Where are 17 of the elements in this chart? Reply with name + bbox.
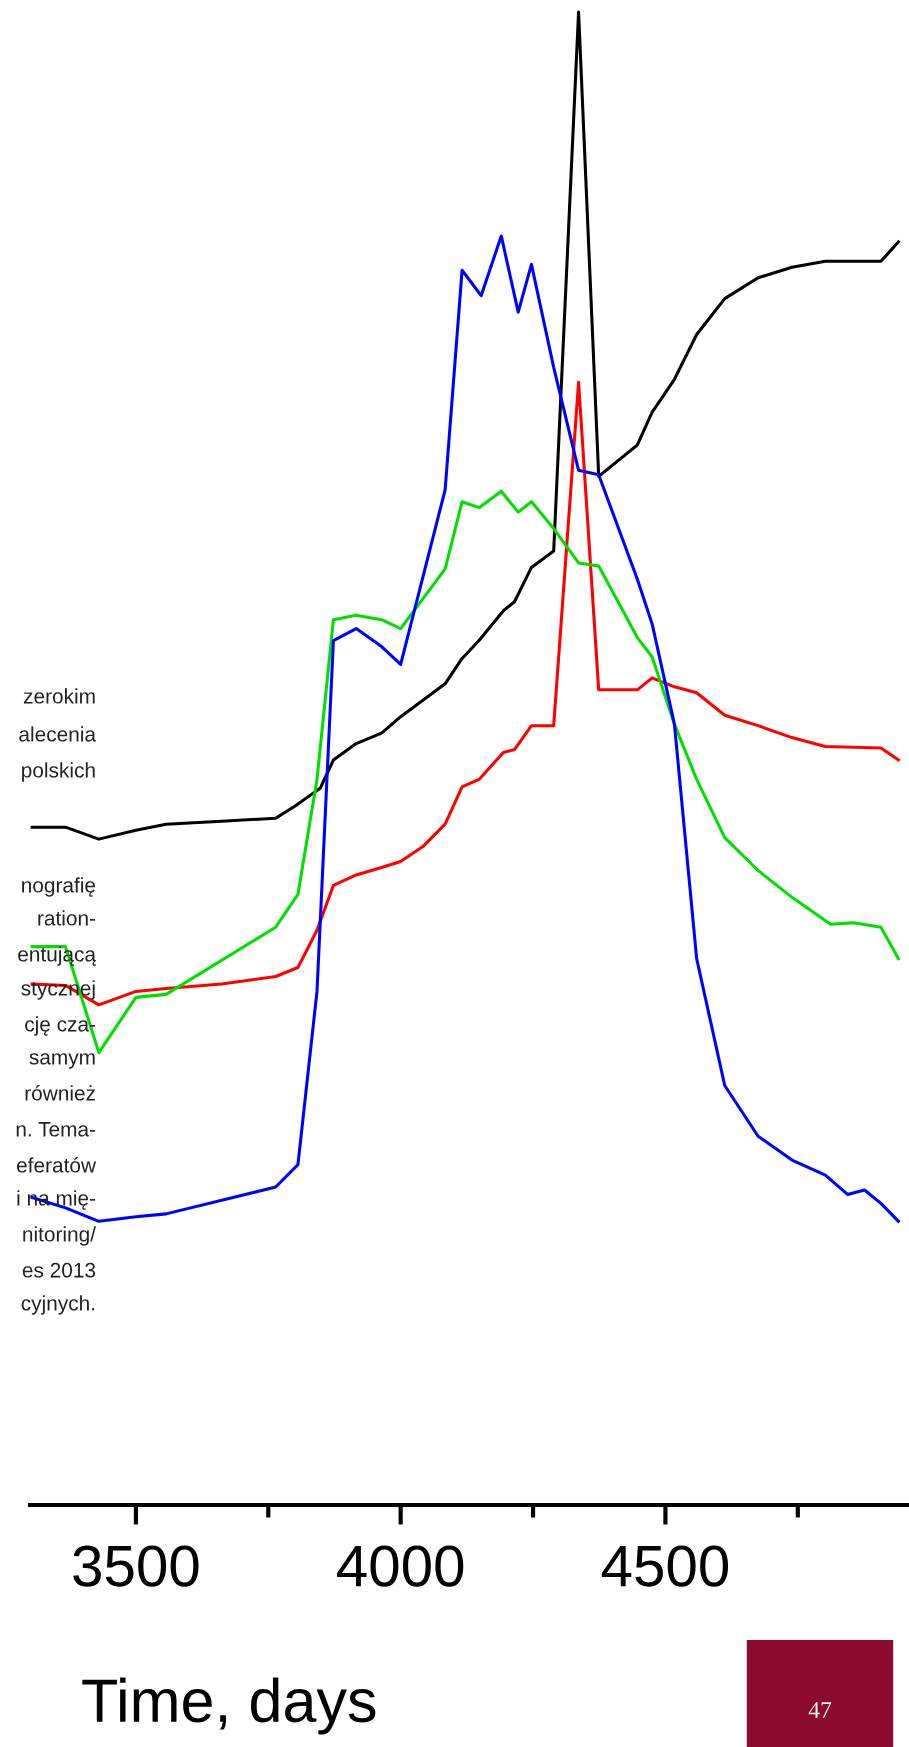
annotation: ration- <box>38 910 96 926</box>
x-tick-label: 4000 <box>337 1545 464 1587</box>
annotation: nografię <box>22 877 96 897</box>
text: 47 <box>808 1702 832 1718</box>
annotation: polskich <box>22 762 95 782</box>
x-tick-label: 3500 <box>73 1545 199 1587</box>
x-tick-label: 4500 <box>601 1545 729 1587</box>
annotation: eferatów <box>16 1157 97 1173</box>
annotation: es 2013 <box>22 1262 96 1278</box>
annotation: zerokim <box>23 688 95 704</box>
annotation: również <box>25 1085 95 1101</box>
annotation: samym <box>29 1053 95 1069</box>
x-axis-title: Time, days <box>82 1677 376 1735</box>
annotation: n. Tema- <box>16 1122 96 1137</box>
annotation: nitoring/ <box>23 1226 97 1246</box>
annotation: alecenia <box>19 726 96 742</box>
annotation: cyjnych. <box>21 1295 95 1315</box>
